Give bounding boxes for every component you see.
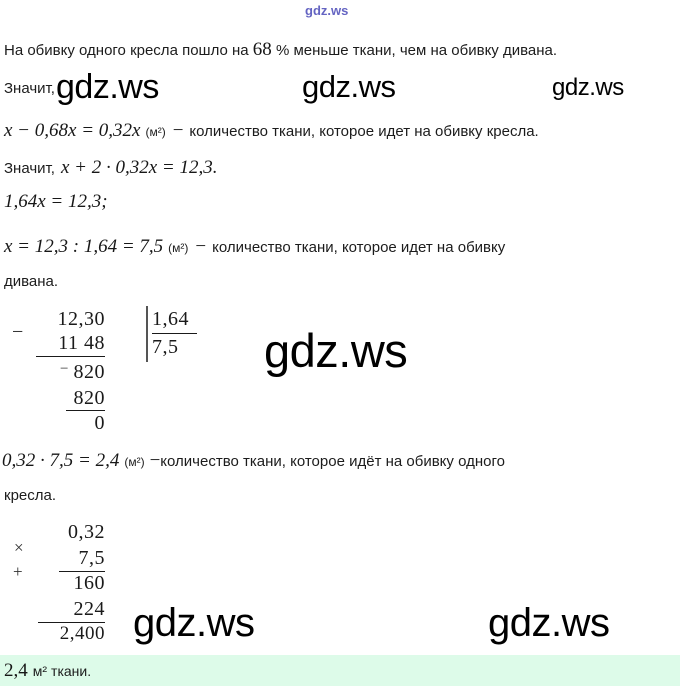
- solution-line-4-dash: −: [195, 236, 207, 257]
- solution-line-4-math: x = 12,3 : 1,64 = 7,5: [4, 236, 164, 257]
- statement-percent-value: 68: [252, 39, 272, 60]
- multiplication-partial-1: 160: [73, 572, 105, 594]
- statement-suffix: % меньше ткани, чем на обивку дивана.: [271, 42, 558, 59]
- multiplication-rule-1: [59, 571, 105, 573]
- znachit-line-1: Значит,: [4, 80, 55, 97]
- answer-label: ткани.: [51, 663, 92, 679]
- multiplication-partial-2: 224: [73, 598, 105, 620]
- watermark-gdz-5: gdz.ws: [133, 601, 255, 645]
- solution-line-6-unit: (м²): [124, 455, 145, 469]
- solution-line-6: 0,32 · 7,5 = 2,4 (м²) −количество ткани, к…: [2, 450, 505, 472]
- answer-content: 2,4 м² ткани.: [4, 660, 91, 682]
- solution-line-5: дивана.: [4, 273, 59, 290]
- multiplication-times-sign: ×: [14, 538, 24, 557]
- watermark-gdz-4: gdz.ws: [264, 324, 408, 377]
- multiplication-plus-sign: +: [13, 562, 23, 581]
- watermark-gdz-6: gdz.ws: [488, 601, 610, 645]
- multiplication-product: 2,400: [59, 623, 105, 644]
- solution-line-6-math: 0,32 · 7,5 = 2,4: [2, 450, 120, 471]
- division-final-remainder: 0: [94, 412, 105, 434]
- division-remainder-1: 820: [73, 361, 105, 383]
- division-divisor: 1,64: [152, 308, 189, 330]
- division-minus-sign-2: −: [60, 361, 69, 377]
- division-minus-sign-1: −: [12, 321, 24, 343]
- solution-line-2: Значит, x + 2 · 0,32x = 12,3.: [4, 157, 217, 179]
- solution-line-1-text: количество ткани, которое идет на обивку…: [189, 123, 539, 140]
- watermark-gdz-2: gdz.ws: [302, 69, 396, 104]
- division-rule-3: [152, 333, 197, 335]
- watermark-gdz-1: gdz.ws: [56, 68, 159, 106]
- watermark-gdz-3: gdz.ws: [552, 74, 624, 101]
- solution-line-1: x − 0,68x = 0,32x (м²) − количество ткани, …: [4, 120, 539, 142]
- problem-statement: На обивку одного кресла пошло на 68 % ме…: [4, 39, 557, 61]
- znachit-line-2: Значит,: [4, 160, 55, 177]
- solution-line-7: кресла.: [4, 487, 57, 504]
- solution-line-4-unit: (м²): [168, 241, 189, 255]
- division-vertical-bar: [146, 306, 148, 362]
- solution-line-1-dash: −: [172, 120, 184, 141]
- solution-line-6-dash: −: [149, 450, 161, 471]
- division-subtrahend-1: 11 48: [58, 332, 105, 354]
- multiplication-factor-2: 7,5: [78, 547, 105, 569]
- solution-line-2-math: x + 2 · 0,32x = 12,3.: [60, 157, 218, 178]
- division-rule-2: [66, 410, 105, 412]
- solution-line-6-text: количество ткани, которое идёт на обивку…: [160, 453, 505, 470]
- division-dividend: 12,30: [57, 308, 105, 330]
- answer-strip: 2,4 м² ткани.: [0, 655, 680, 686]
- solution-line-1-unit: (м²): [145, 125, 166, 139]
- answer-value: 2,4: [4, 660, 28, 681]
- multiplication-factor-1: 0,32: [68, 521, 105, 543]
- division-quotient: 7,5: [152, 336, 179, 358]
- statement-prefix: На обивку одного кресла пошло на: [4, 42, 253, 59]
- division-rule-1: [36, 356, 105, 358]
- solution-line-4-text: количество ткани, которое идет на обивку: [212, 239, 506, 256]
- multiplication-rule-2: [38, 622, 105, 624]
- solution-line-4: x = 12,3 : 1,64 = 7,5 (м²) − количество тка…: [4, 236, 505, 258]
- division-subtrahend-2: 820: [73, 387, 105, 409]
- solution-line-3: 1,64x = 12,3;: [4, 191, 108, 212]
- watermark-top-logo: gdz.ws: [305, 3, 349, 18]
- solution-line-1-math: x − 0,68x = 0,32x: [4, 120, 141, 141]
- answer-unit: м²: [32, 663, 48, 679]
